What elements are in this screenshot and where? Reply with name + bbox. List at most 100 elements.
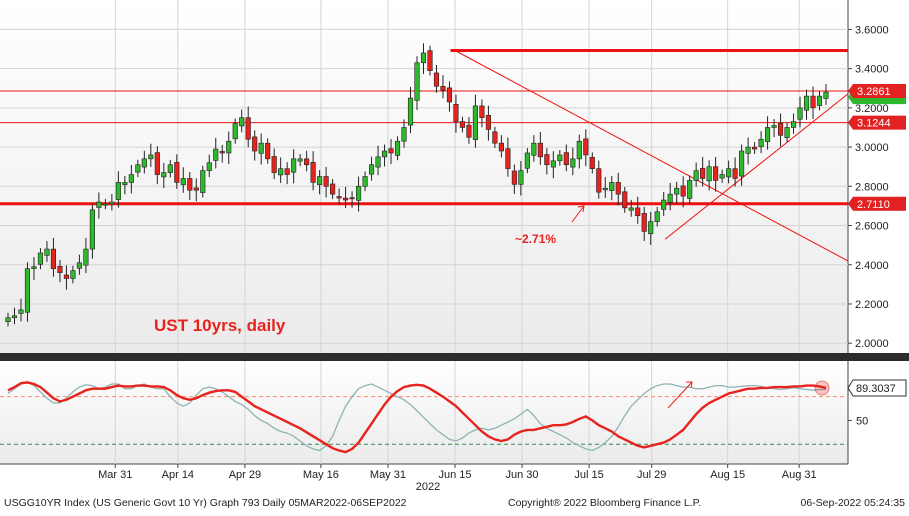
candle-body	[803, 95, 810, 111]
candle-body	[615, 182, 621, 195]
candle-body	[505, 148, 511, 169]
price-tags: 3.2861 3.1244 2.7110	[848, 83, 906, 211]
candle-body	[790, 121, 797, 128]
candlesticks	[5, 43, 829, 327]
candle-body	[453, 104, 459, 122]
panel-separator[interactable]	[0, 353, 909, 361]
candle-body	[446, 87, 453, 103]
candle-body	[24, 268, 31, 313]
oscillator-panel	[0, 361, 848, 464]
y-tick-label: 3.6000	[855, 24, 889, 36]
oscillator-highlight	[814, 380, 830, 396]
candle-body	[459, 121, 466, 128]
annotation-label: ~2.71%	[515, 232, 556, 246]
candle-body	[498, 142, 504, 152]
candle-body	[135, 164, 141, 173]
candle-body	[375, 156, 381, 168]
candle-body	[401, 127, 407, 142]
oscillator-value-text: 89.3037	[856, 383, 896, 395]
oscillator-lines: 89.3037	[0, 379, 907, 454]
y-tick-label: 2.8000	[855, 181, 889, 193]
candle-body	[76, 262, 82, 269]
candle-body	[492, 131, 498, 144]
candle-body	[174, 162, 180, 183]
candle-body	[219, 151, 225, 154]
candle-body	[440, 85, 446, 91]
candle-body	[674, 187, 680, 195]
y-tick-label: 2.6000	[855, 221, 889, 233]
candle-body	[537, 142, 543, 158]
candle-body	[154, 152, 160, 175]
y-tick-label: 3.2000	[855, 103, 889, 115]
candle-body	[5, 317, 11, 322]
x-tick-label: Mar 31	[98, 469, 132, 481]
candle-body	[141, 158, 147, 168]
candle-body	[596, 168, 602, 193]
candle-body	[771, 125, 777, 128]
x-tick-label: May 31	[370, 469, 406, 481]
candle-body	[128, 174, 134, 183]
candle-body	[524, 152, 530, 169]
candle-body	[252, 136, 258, 152]
candle-body	[576, 140, 582, 160]
candle-body	[96, 201, 102, 208]
candle-body	[648, 221, 654, 235]
candle-body	[336, 196, 342, 199]
candle-body	[433, 72, 440, 87]
candle-body	[193, 187, 199, 191]
candle-body	[602, 187, 608, 191]
x-tick-label: Apr 29	[229, 469, 261, 481]
candle-body	[479, 105, 485, 118]
candle-body	[232, 123, 238, 140]
annotation-arrow	[571, 205, 585, 223]
candle-body	[687, 180, 693, 199]
candle-body	[777, 122, 784, 136]
candle-body	[187, 178, 193, 191]
candle-body	[641, 213, 647, 232]
candle-body	[713, 166, 719, 181]
candle-body	[284, 168, 290, 175]
candle-body	[37, 252, 44, 265]
candle-body	[700, 167, 706, 179]
candle-body	[206, 162, 212, 171]
candle-body	[485, 115, 491, 130]
candle-body	[304, 158, 310, 166]
trendline	[664, 93, 849, 240]
candle-body	[323, 176, 329, 187]
level-tag-text: 3.2861	[857, 86, 891, 98]
footer-index-info: USGG10YR Index (US Generic Govt 10 Yr) G…	[4, 497, 407, 509]
candle-body	[394, 140, 401, 156]
candle-body	[784, 127, 790, 138]
trendline	[454, 50, 849, 262]
candle-body	[317, 176, 323, 186]
candle-body	[355, 186, 362, 201]
x-tick-label: Jun 15	[438, 469, 471, 481]
y-tick-label: 3.4000	[855, 64, 889, 76]
candle-body	[570, 158, 576, 168]
candle-body	[589, 156, 595, 169]
candle-body	[635, 207, 641, 217]
level-tag	[848, 115, 906, 130]
footer-copyright: Copyright® 2022 Bloomberg Finance L.P.	[508, 497, 701, 509]
osc-y-tick-label: 50	[856, 415, 868, 427]
level-tag	[848, 196, 906, 211]
candle-body	[381, 150, 388, 158]
candle-body	[706, 166, 712, 182]
candle-body	[57, 266, 63, 273]
x-axis-labels: Mar 31 Apr 14 Apr 29 May 16 May 31 Jun 15 Jun …	[98, 464, 817, 481]
candle-body	[628, 207, 634, 211]
candle-body	[102, 203, 108, 206]
x-tick-label: Apr 14	[162, 469, 194, 481]
oscillator-arrowhead	[686, 381, 693, 389]
candle-body	[70, 270, 76, 279]
candle-body	[719, 174, 725, 179]
level-tag-text: 2.7110	[857, 199, 890, 211]
candle-body	[680, 185, 686, 197]
candle-body	[109, 201, 115, 205]
candle-body	[739, 150, 745, 177]
candle-body	[752, 146, 758, 150]
y-tick-label: 2.4000	[855, 260, 889, 272]
candle-body	[349, 197, 355, 200]
candle-body	[531, 142, 537, 156]
